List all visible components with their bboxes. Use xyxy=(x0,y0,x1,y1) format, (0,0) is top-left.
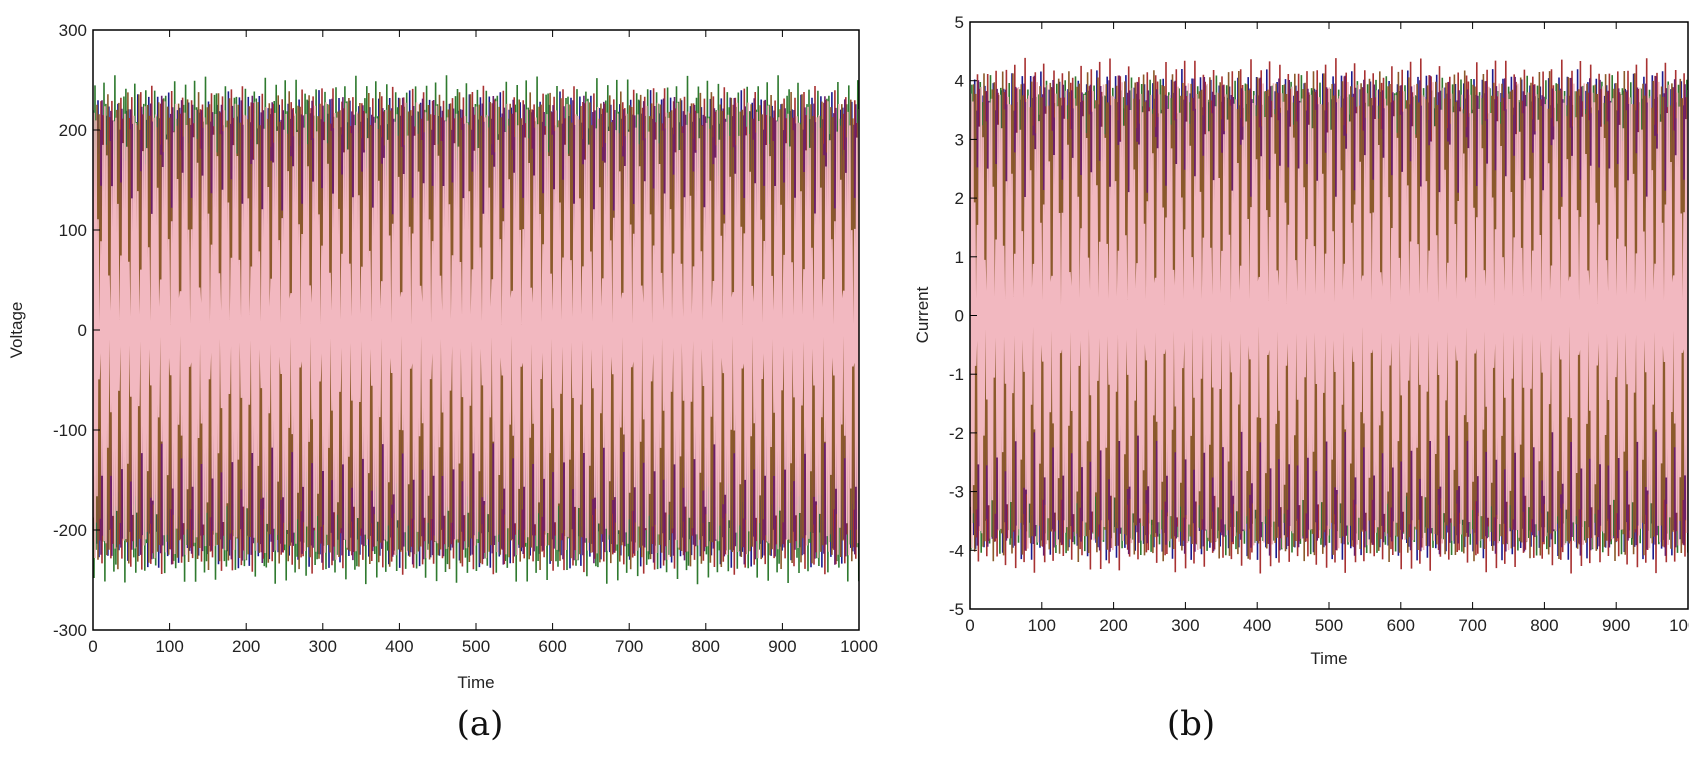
x-tick-label: 1000 xyxy=(1669,616,1689,635)
y-tick-label: 200 xyxy=(59,121,87,140)
x-tick-label: 300 xyxy=(1171,616,1199,635)
y-tick-label: -200 xyxy=(53,521,87,540)
y-tick-label: -1 xyxy=(949,365,964,384)
series-line-6 xyxy=(970,81,1688,551)
y-axis-label: Voltage xyxy=(7,302,26,359)
panel-label: (b) xyxy=(1167,704,1215,744)
y-tick-label: -300 xyxy=(53,621,87,640)
x-tick-label: 900 xyxy=(768,637,796,656)
y-tick-label: 5 xyxy=(955,13,964,32)
series-line-6 xyxy=(93,101,859,560)
y-axis-label: Current xyxy=(913,286,932,343)
x-tick-label: 500 xyxy=(1315,616,1343,635)
y-tick-label: 0 xyxy=(955,307,964,326)
y-tick-label: 100 xyxy=(59,221,87,240)
x-tick-label: 0 xyxy=(88,637,97,656)
panel-label: (a) xyxy=(457,704,504,744)
series-group xyxy=(93,75,859,585)
x-tick-label: 100 xyxy=(1028,616,1056,635)
chart-panel-b: 0 100 200 300 400 500 600 700 800 900 1000 5 4 3 2 1 0 -1… xyxy=(913,13,1689,744)
y-tick-label: -3 xyxy=(949,483,964,502)
x-axis-label: Time xyxy=(457,673,494,692)
x-tick-label: 800 xyxy=(1530,616,1558,635)
x-tick-label: 600 xyxy=(1387,616,1415,635)
y-tick-label: -2 xyxy=(949,424,964,443)
x-tick-label: 300 xyxy=(309,637,337,656)
y-tick-label: -4 xyxy=(949,541,964,560)
x-tick-label: 400 xyxy=(385,637,413,656)
y-tick-label: 0 xyxy=(78,321,87,340)
y-tick-label: 3 xyxy=(955,130,964,149)
y-tick-label: -5 xyxy=(949,600,964,619)
x-tick-label: 200 xyxy=(1099,616,1127,635)
x-tick-label: 900 xyxy=(1602,616,1630,635)
x-tick-label: 700 xyxy=(1458,616,1486,635)
y-tick-label: 4 xyxy=(955,72,964,91)
x-tick-label: 800 xyxy=(692,637,720,656)
y-tick-label: -100 xyxy=(53,421,87,440)
x-axis-label: Time xyxy=(1310,649,1347,668)
x-tick-label: 400 xyxy=(1243,616,1271,635)
y-tick-label: 2 xyxy=(955,189,964,208)
x-tick-label: 500 xyxy=(462,637,490,656)
x-tick-label: 100 xyxy=(155,637,183,656)
y-tick-label: 1 xyxy=(955,248,964,267)
series-group xyxy=(970,57,1688,574)
x-tick-label: 1000 xyxy=(840,637,878,656)
chart-panel-a: 0 100 200 300 400 500 600 700 800 900 100030020010… xyxy=(7,21,878,744)
x-tick-label: 0 xyxy=(965,616,974,635)
x-tick-label: 200 xyxy=(232,637,260,656)
y-tick-label: 300 xyxy=(59,21,87,40)
x-tick-label: 600 xyxy=(538,637,566,656)
x-tick-label: 700 xyxy=(615,637,643,656)
